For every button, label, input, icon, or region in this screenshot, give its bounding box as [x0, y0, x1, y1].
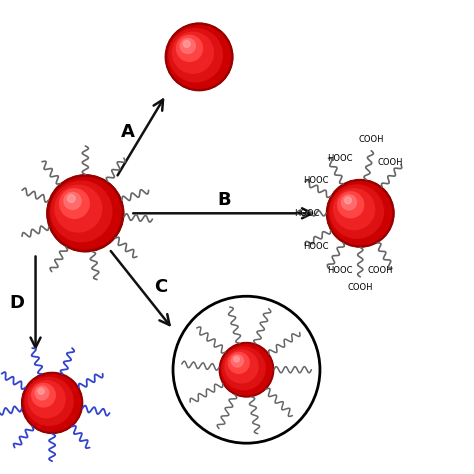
- Circle shape: [46, 174, 124, 252]
- Circle shape: [180, 38, 195, 54]
- Text: HOOC: HOOC: [303, 176, 328, 185]
- Circle shape: [51, 181, 112, 242]
- Circle shape: [326, 179, 394, 247]
- Circle shape: [165, 23, 233, 91]
- Circle shape: [234, 356, 239, 362]
- Text: D: D: [9, 294, 24, 312]
- Circle shape: [169, 28, 222, 82]
- Circle shape: [21, 372, 83, 434]
- Circle shape: [334, 189, 374, 230]
- Circle shape: [64, 192, 81, 210]
- Text: COOH: COOH: [368, 266, 393, 275]
- Text: A: A: [121, 124, 135, 141]
- Circle shape: [60, 189, 89, 219]
- Circle shape: [24, 374, 81, 431]
- Text: COOH: COOH: [377, 158, 402, 167]
- Text: COOH: COOH: [359, 136, 384, 145]
- Circle shape: [35, 386, 49, 400]
- Text: HOOC: HOOC: [327, 266, 353, 275]
- Circle shape: [28, 381, 65, 418]
- Circle shape: [327, 180, 394, 247]
- Circle shape: [222, 347, 265, 390]
- Circle shape: [345, 197, 351, 204]
- Circle shape: [168, 26, 230, 88]
- Circle shape: [67, 195, 75, 202]
- Circle shape: [183, 40, 190, 47]
- Circle shape: [221, 345, 272, 395]
- Circle shape: [50, 178, 121, 249]
- Circle shape: [55, 185, 101, 232]
- Circle shape: [225, 350, 258, 383]
- Circle shape: [337, 192, 364, 218]
- Circle shape: [330, 185, 383, 238]
- Circle shape: [32, 383, 55, 407]
- Circle shape: [173, 32, 213, 73]
- Text: B: B: [217, 191, 230, 209]
- Text: COOH: COOH: [347, 283, 373, 292]
- Circle shape: [341, 195, 356, 210]
- Text: C: C: [155, 278, 167, 296]
- Text: HOOC: HOOC: [294, 209, 320, 218]
- Circle shape: [219, 343, 273, 397]
- Circle shape: [329, 182, 392, 245]
- Circle shape: [47, 175, 124, 252]
- Circle shape: [219, 342, 274, 397]
- Circle shape: [165, 23, 233, 91]
- Circle shape: [231, 355, 244, 367]
- Circle shape: [25, 377, 73, 425]
- Circle shape: [38, 388, 44, 394]
- Text: HOOC: HOOC: [327, 154, 353, 163]
- Text: HOOC: HOOC: [303, 242, 328, 251]
- Circle shape: [22, 373, 82, 433]
- Circle shape: [228, 352, 249, 374]
- Circle shape: [176, 36, 202, 61]
